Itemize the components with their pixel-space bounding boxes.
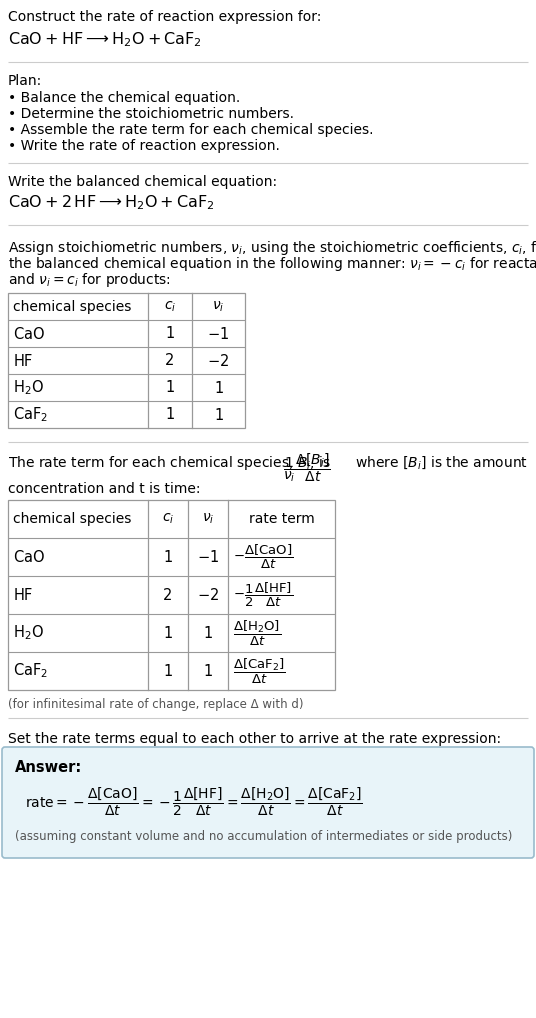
Text: • Write the rate of reaction expression.: • Write the rate of reaction expression. xyxy=(8,139,280,153)
Text: 2: 2 xyxy=(165,353,175,367)
Text: $-\dfrac{1}{2}\dfrac{\Delta[\mathrm{HF}]}{\Delta t}$: $-\dfrac{1}{2}\dfrac{\Delta[\mathrm{HF}]… xyxy=(233,581,293,609)
Text: $\mathrm{CaF_2}$: $\mathrm{CaF_2}$ xyxy=(13,662,48,680)
Text: the balanced chemical equation in the following manner: $\nu_i = -c_i$ for react: the balanced chemical equation in the fo… xyxy=(8,254,536,273)
Text: $\mathrm{CaO}$: $\mathrm{CaO}$ xyxy=(13,326,45,341)
Text: $1$: $1$ xyxy=(203,625,213,641)
Text: 1: 1 xyxy=(163,625,173,640)
Text: $\mathrm{CaO + 2\,HF} \longrightarrow \mathrm{H_2O + CaF_2}$: $\mathrm{CaO + 2\,HF} \longrightarrow \m… xyxy=(8,193,215,212)
Text: chemical species: chemical species xyxy=(13,299,131,314)
Text: Construct the rate of reaction expression for:: Construct the rate of reaction expressio… xyxy=(8,10,322,24)
Text: (for infinitesimal rate of change, replace Δ with d): (for infinitesimal rate of change, repla… xyxy=(8,698,303,711)
Text: $\nu_i$: $\nu_i$ xyxy=(202,512,214,526)
FancyBboxPatch shape xyxy=(2,747,534,858)
Text: (assuming constant volume and no accumulation of intermediates or side products): (assuming constant volume and no accumul… xyxy=(15,830,512,843)
Text: • Balance the chemical equation.: • Balance the chemical equation. xyxy=(8,91,240,105)
Text: 1: 1 xyxy=(166,326,175,341)
Text: $\mathrm{CaF_2}$: $\mathrm{CaF_2}$ xyxy=(13,405,48,423)
Text: and $\nu_i = c_i$ for products:: and $\nu_i = c_i$ for products: xyxy=(8,271,171,289)
Text: • Determine the stoichiometric numbers.: • Determine the stoichiometric numbers. xyxy=(8,107,294,121)
Text: 1: 1 xyxy=(166,380,175,395)
Text: 2: 2 xyxy=(163,587,173,603)
Text: $1$: $1$ xyxy=(213,406,224,422)
Text: $c_i$: $c_i$ xyxy=(162,512,174,526)
Text: $\dfrac{\Delta[\mathrm{CaF_2}]}{\Delta t}$: $\dfrac{\Delta[\mathrm{CaF_2}]}{\Delta t… xyxy=(233,657,286,685)
Text: 1: 1 xyxy=(166,407,175,422)
Text: where $[B_i]$ is the amount: where $[B_i]$ is the amount xyxy=(355,454,528,470)
Text: $-2$: $-2$ xyxy=(207,352,229,369)
Text: $\dfrac{1}{\nu_i}\dfrac{\Delta[B_i]}{\Delta t}$: $\dfrac{1}{\nu_i}\dfrac{\Delta[B_i]}{\De… xyxy=(283,451,331,484)
Text: $-\dfrac{\Delta[\mathrm{CaO}]}{\Delta t}$: $-\dfrac{\Delta[\mathrm{CaO}]}{\Delta t}… xyxy=(233,543,293,571)
Bar xyxy=(8,293,245,428)
Text: The rate term for each chemical species, $B_i$, is: The rate term for each chemical species,… xyxy=(8,454,331,472)
Text: $-1$: $-1$ xyxy=(197,549,219,565)
Text: Write the balanced chemical equation:: Write the balanced chemical equation: xyxy=(8,175,277,189)
Text: $\mathrm{CaO}$: $\mathrm{CaO}$ xyxy=(13,549,45,565)
Text: $\mathrm{rate} = -\dfrac{\Delta[\mathrm{CaO}]}{\Delta t} = -\dfrac{1}{2}\dfrac{\: $\mathrm{rate} = -\dfrac{\Delta[\mathrm{… xyxy=(25,786,363,818)
Text: 1: 1 xyxy=(163,550,173,565)
Text: $\mathrm{H_2O}$: $\mathrm{H_2O}$ xyxy=(13,624,44,642)
Text: $\mathrm{HF}$: $\mathrm{HF}$ xyxy=(13,352,33,369)
Text: $-2$: $-2$ xyxy=(197,587,219,603)
Bar xyxy=(8,500,335,690)
Text: $1$: $1$ xyxy=(203,663,213,679)
Text: Plan:: Plan: xyxy=(8,74,42,88)
Text: $\dfrac{\Delta[\mathrm{H_2O}]}{\Delta t}$: $\dfrac{\Delta[\mathrm{H_2O}]}{\Delta t}… xyxy=(233,618,281,647)
Text: $1$: $1$ xyxy=(213,380,224,396)
Text: $\nu_i$: $\nu_i$ xyxy=(212,299,225,314)
Text: Set the rate terms equal to each other to arrive at the rate expression:: Set the rate terms equal to each other t… xyxy=(8,732,501,746)
Text: rate term: rate term xyxy=(249,512,315,526)
Text: Answer:: Answer: xyxy=(15,760,82,775)
Text: chemical species: chemical species xyxy=(13,512,131,526)
Text: Assign stoichiometric numbers, $\nu_i$, using the stoichiometric coefficients, $: Assign stoichiometric numbers, $\nu_i$, … xyxy=(8,239,536,257)
Text: $c_i$: $c_i$ xyxy=(164,299,176,314)
Text: 1: 1 xyxy=(163,664,173,679)
Text: $\mathrm{H_2O}$: $\mathrm{H_2O}$ xyxy=(13,378,44,397)
Text: concentration and t is time:: concentration and t is time: xyxy=(8,482,200,496)
Text: $\mathrm{HF}$: $\mathrm{HF}$ xyxy=(13,587,33,603)
Text: • Assemble the rate term for each chemical species.: • Assemble the rate term for each chemic… xyxy=(8,123,374,137)
Text: $-1$: $-1$ xyxy=(207,326,229,341)
Text: $\mathrm{CaO + HF} \longrightarrow \mathrm{H_2O + CaF_2}$: $\mathrm{CaO + HF} \longrightarrow \math… xyxy=(8,30,202,49)
